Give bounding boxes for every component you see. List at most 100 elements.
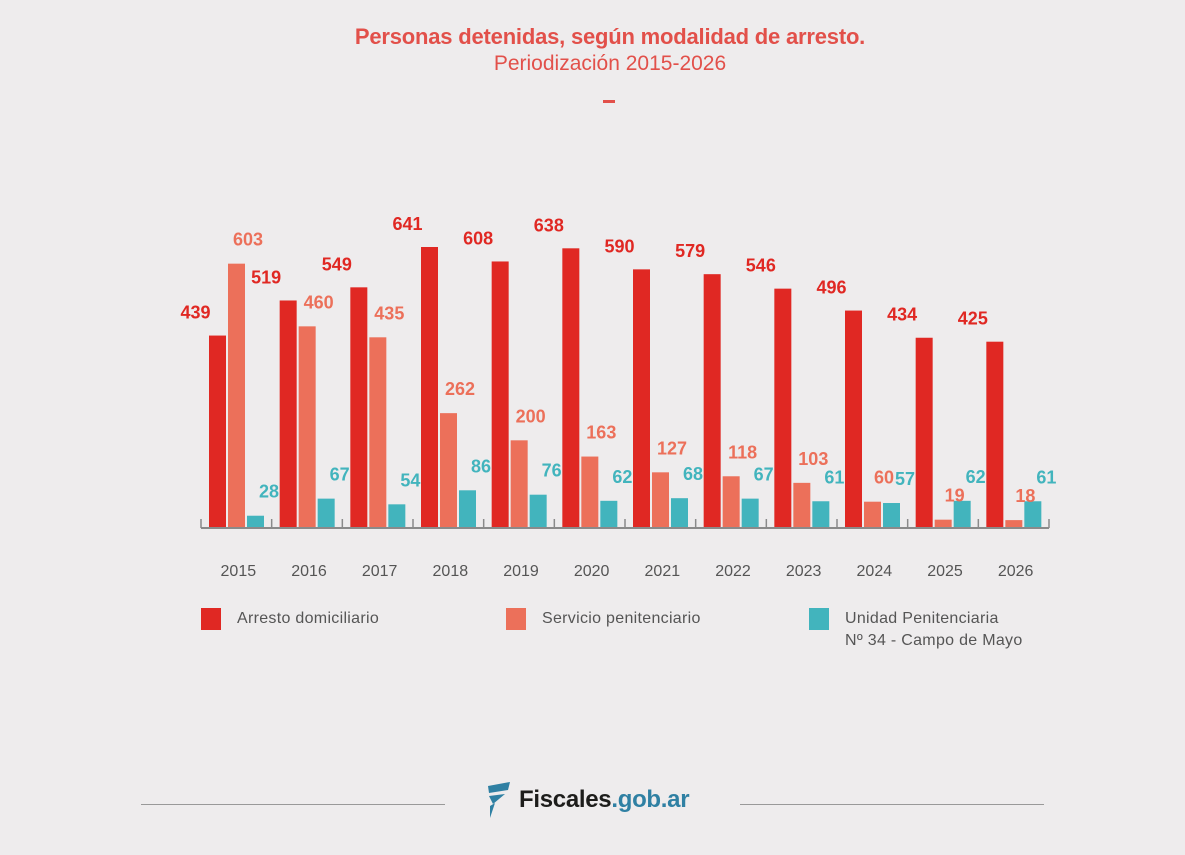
- x-tick-label: 2024: [857, 563, 893, 580]
- bar-2016-series-0: [279, 300, 297, 528]
- legend-label: Arresto domiciliario: [237, 608, 379, 630]
- bar-2015-series-0: [209, 335, 226, 528]
- bar-2025-series-1: [934, 519, 952, 528]
- bar-2019-series-0: [491, 261, 509, 528]
- data-label: 439: [180, 303, 210, 323]
- data-label: 68: [683, 464, 703, 484]
- data-label: 18: [1015, 486, 1035, 506]
- data-label: 61: [1036, 467, 1056, 487]
- bar-2017-series-0: [350, 287, 368, 528]
- data-label: 67: [330, 465, 350, 485]
- fiscales-flag-icon: [488, 782, 510, 818]
- data-label: 54: [400, 470, 420, 490]
- data-label: 67: [754, 465, 774, 485]
- bar-2026-series-2: [1024, 501, 1042, 528]
- bars-group: [209, 247, 1042, 529]
- data-label: 118: [728, 442, 757, 462]
- data-label: 608: [463, 228, 493, 248]
- bar-2019-series-1: [510, 440, 528, 528]
- data-label: 579: [675, 241, 705, 261]
- bar-2023-series-0: [774, 288, 792, 528]
- title-divider-dash: [603, 100, 615, 103]
- legend-label-line2: Nº 34 - Campo de Mayo: [845, 632, 1023, 649]
- logo-text: Fiscales.gob.ar: [519, 786, 690, 814]
- data-label: 546: [746, 256, 776, 276]
- data-label: 638: [534, 215, 564, 235]
- bar-2017-series-1: [369, 337, 387, 528]
- data-label: 76: [542, 461, 562, 481]
- data-label: 434: [887, 305, 917, 325]
- data-label: 127: [657, 438, 687, 458]
- x-tick-label: 2016: [291, 563, 327, 580]
- legend-label-line1: Unidad Penitenciaria: [845, 610, 999, 627]
- legend-label: Servicio penitenciario: [542, 608, 701, 630]
- legend: Arresto domiciliario Servicio penitencia…: [0, 608, 1185, 668]
- bar-2025-series-0: [915, 337, 933, 528]
- bar-2024-series-0: [845, 310, 862, 528]
- bar-2022-series-2: [741, 498, 759, 528]
- bar-2018-series-1: [440, 413, 457, 528]
- bar-2021-series-1: [652, 472, 669, 528]
- x-tick-label: 2025: [927, 563, 963, 580]
- data-label: 262: [445, 379, 475, 399]
- x-tick-label: 2022: [715, 563, 751, 580]
- bar-2023-series-1: [793, 482, 811, 528]
- bar-2022-series-0: [703, 274, 721, 528]
- logo-name: Fiscales: [519, 786, 612, 813]
- bar-2015-series-1: [228, 263, 245, 528]
- data-label: 603: [233, 230, 263, 250]
- legend-item-servicio-penitenciario: Servicio penitenciario: [506, 608, 701, 630]
- data-label: 60: [874, 468, 894, 488]
- bar-2024-series-2: [883, 503, 900, 528]
- legend-item-arresto-domiciliario: Arresto domiciliario: [201, 608, 379, 630]
- bar-chart: 2015 2016 2017 2018 2019 2020 2021 2022 2023 2024…: [180, 214, 1056, 580]
- bar-2019-series-2: [529, 494, 547, 528]
- data-labels-group: 439 603 28 519 460 67 549 435 54 641 262 86 608 200 76…: [180, 214, 1056, 506]
- data-label: 61: [824, 467, 844, 487]
- data-label: 425: [958, 309, 988, 329]
- data-label: 57: [895, 469, 915, 489]
- data-label: 460: [304, 292, 334, 312]
- legend-label-line1: Servicio penitenciario: [542, 610, 701, 627]
- bar-2025-series-2: [953, 500, 971, 528]
- data-label: 86: [471, 456, 491, 476]
- bar-2020-series-0: [562, 248, 580, 529]
- x-tick-label: 2026: [998, 563, 1034, 580]
- legend-swatch-arresto: [201, 608, 221, 630]
- bar-2024-series-1: [864, 501, 881, 528]
- x-tick-label: 2019: [503, 563, 539, 580]
- x-tick-label: 2017: [362, 563, 398, 580]
- x-tick-label: 2018: [433, 563, 469, 580]
- data-label: 62: [612, 467, 632, 487]
- bar-2020-series-1: [581, 456, 599, 528]
- bar-2016-series-1: [298, 326, 316, 528]
- x-tick-label: 2020: [574, 563, 610, 580]
- bar-2021-series-0: [633, 269, 650, 528]
- footer-divider-right: [740, 804, 1044, 805]
- legend-swatch-servicio: [506, 608, 526, 630]
- data-label: 519: [251, 267, 281, 287]
- data-label: 496: [816, 278, 846, 298]
- chart-subtitle: Periodización 2015-2026: [493, 52, 727, 75]
- x-axis: 2015 2016 2017 2018 2019 2020 2021 2022 2023 2024…: [200, 519, 1050, 580]
- data-label: 590: [604, 236, 634, 256]
- legend-label-line1: Arresto domiciliario: [237, 610, 380, 627]
- data-label: 62: [966, 467, 986, 487]
- data-label: 549: [322, 254, 352, 274]
- bar-2017-series-2: [388, 504, 406, 528]
- bar-2021-series-2: [671, 498, 688, 528]
- data-label: 163: [586, 423, 616, 443]
- legend-swatch-unidad: [809, 608, 829, 630]
- bar-2026-series-0: [986, 341, 1004, 528]
- footer-divider-left: [141, 804, 445, 805]
- x-tick-label: 2021: [645, 563, 681, 580]
- x-tick-label: 2023: [786, 563, 822, 580]
- bar-2018-series-0: [421, 247, 438, 528]
- x-tick-label: 2015: [221, 563, 257, 580]
- bar-2026-series-1: [1005, 520, 1023, 528]
- bar-2023-series-2: [812, 501, 830, 528]
- data-label: 200: [516, 406, 546, 426]
- data-label: 19: [945, 486, 965, 506]
- data-label: 103: [798, 449, 828, 469]
- legend-label: Unidad Penitenciaria Nº 34 - Campo de Ma…: [845, 608, 1023, 652]
